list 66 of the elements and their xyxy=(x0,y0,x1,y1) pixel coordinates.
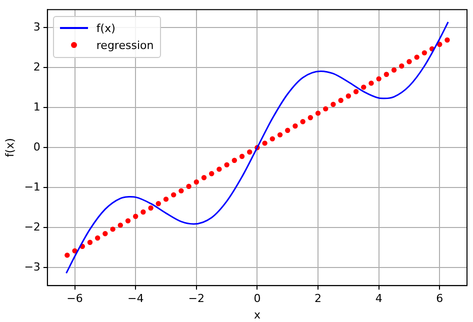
point xyxy=(308,115,314,120)
point xyxy=(399,63,404,69)
point xyxy=(118,222,123,228)
point xyxy=(262,140,268,146)
point xyxy=(216,166,222,172)
point xyxy=(368,80,374,86)
point xyxy=(110,226,116,232)
point xyxy=(300,119,306,124)
point xyxy=(102,231,108,236)
point xyxy=(270,136,276,142)
point xyxy=(292,123,298,129)
point xyxy=(376,76,382,82)
legend-label: f(x) xyxy=(96,22,116,35)
y-tick-label: 1 xyxy=(33,100,40,114)
point xyxy=(414,54,420,60)
point xyxy=(406,59,412,64)
y-tick-label: 3 xyxy=(33,20,40,34)
point xyxy=(247,149,252,155)
point xyxy=(201,175,207,180)
legend-label: regression xyxy=(96,38,154,52)
y-tick-label: −2 xyxy=(24,220,40,234)
point xyxy=(323,106,328,112)
x-tick-label: −2 xyxy=(188,292,205,306)
point xyxy=(361,84,366,90)
y-tick-label: −1 xyxy=(24,180,40,194)
x-tick-label: −6 xyxy=(66,292,83,306)
point xyxy=(444,37,450,43)
point xyxy=(338,98,344,103)
x-tick-label: 2 xyxy=(314,292,322,306)
point xyxy=(132,214,138,219)
point xyxy=(87,240,93,245)
point xyxy=(125,218,131,224)
point xyxy=(209,171,214,176)
point xyxy=(285,128,290,133)
point xyxy=(186,184,192,189)
point xyxy=(239,154,245,159)
point xyxy=(163,196,169,202)
point xyxy=(391,67,397,73)
point xyxy=(178,188,184,194)
x-tick-label: 0 xyxy=(254,292,261,306)
point xyxy=(170,192,176,198)
point xyxy=(140,209,146,215)
point xyxy=(422,50,428,56)
y-tick-label: −3 xyxy=(24,260,40,274)
point xyxy=(353,89,359,94)
line-series xyxy=(66,21,449,274)
x-tick-label: 6 xyxy=(436,292,444,306)
point xyxy=(94,235,100,241)
y-axis-title: f(x) xyxy=(3,138,16,158)
point xyxy=(330,102,336,107)
point xyxy=(72,248,78,254)
point xyxy=(148,205,154,211)
y-tick-label: 2 xyxy=(33,60,40,74)
point xyxy=(277,132,283,138)
x-tick-label: −4 xyxy=(127,292,144,306)
point xyxy=(64,252,70,258)
point xyxy=(346,93,352,99)
point xyxy=(315,110,321,116)
x-tick-label: 4 xyxy=(375,292,382,306)
point xyxy=(194,179,199,185)
y-tick-label: 0 xyxy=(33,140,40,154)
point xyxy=(156,201,161,206)
point xyxy=(232,158,238,163)
point xyxy=(224,162,230,168)
x-axis-title: x xyxy=(254,308,261,322)
point xyxy=(384,72,390,77)
